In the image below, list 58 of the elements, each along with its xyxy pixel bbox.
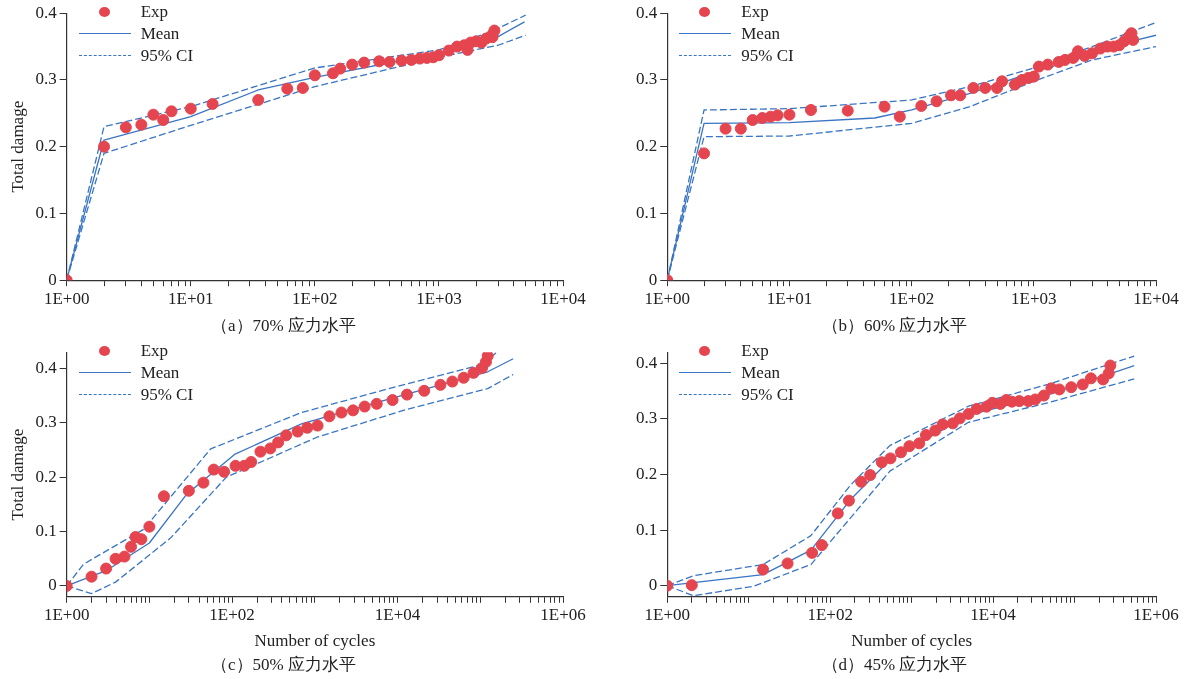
legend-label: 95% CI [140,45,194,68]
y-tick-label: 0.2 [636,463,658,483]
legend-label: Exp [140,340,169,363]
y-tick-label: 0.4 [636,352,658,372]
y-tick-label: 0.4 [35,357,58,377]
x-tick-label: 1E+00 [644,605,690,625]
y-axis-title: Total damage [7,428,27,521]
x-tick-label: 1E+02 [209,605,255,625]
y-tick-label: 0.4 [35,2,58,22]
text: （b）60% 应力水平 [821,316,968,336]
y-tick-label: 0.1 [35,521,57,541]
text: （c）50% 应力水平 [211,655,356,675]
x-tick-label: 1E+06 [540,605,586,625]
x-tick-label: 1E+00 [644,288,690,308]
legend-label: 95% CI [741,384,794,407]
legend-label: Mean [140,362,180,385]
x-tick-label: 1E+04 [374,605,421,625]
y-tick-label: 0.3 [636,69,658,89]
y-tick-label: 0 [648,575,658,595]
x-tick-label: 1E+04 [970,605,1017,625]
y-tick-label: 0.3 [35,69,57,89]
legend-label: Exp [741,340,769,363]
x-tick-label: 1E+03 [1011,288,1057,308]
legend-label: Mean [741,362,780,385]
y-tick-label: 0.1 [636,519,658,539]
y-tick-label: 0 [48,575,57,595]
x-axis-title: Number of cycles [851,630,973,650]
text: （d）45% 应力水平 [821,655,968,675]
legend-label: 95% CI [140,384,194,407]
x-tick-label: 1E+02 [888,288,935,308]
x-tick-label: 1E+02 [807,605,853,625]
x-tick-label: 1E+01 [766,288,813,308]
y-tick-label: 0.1 [636,202,658,222]
x-tick-label: 1E+02 [292,288,338,308]
y-tick-label: 0 [648,269,658,289]
y-tick-label: 0.3 [636,408,658,428]
y-tick-label: 0.2 [636,136,658,156]
legend-label: Exp [741,1,769,24]
y-tick-label: 0 [48,269,57,289]
y-tick-label: 0.4 [636,2,658,22]
x-axis-title: Number of cycles [254,630,376,650]
y-tick-label: 0.1 [35,202,57,222]
y-tick-label: 0.2 [35,136,57,156]
x-tick-label: 1E+04 [540,288,587,308]
x-tick-label: 1E+00 [43,288,90,308]
y-tick-label: 0.3 [35,412,57,432]
legend-label: Mean [140,23,180,46]
y-tick-label: 0.2 [35,466,57,486]
legend-label: 95% CI [741,45,794,68]
x-tick-label: 1E+03 [416,288,462,308]
x-tick-label: 1E+04 [1133,288,1180,308]
legend-label: Exp [140,1,169,24]
x-tick-label: 1E+01 [168,288,214,308]
text: （a）70% 应力水平 [211,316,356,336]
y-axis-title: Total damage [7,100,27,193]
x-tick-label: 1E+06 [1133,605,1179,625]
legend-label: Mean [741,23,780,46]
x-tick-label: 1E+00 [43,605,90,625]
